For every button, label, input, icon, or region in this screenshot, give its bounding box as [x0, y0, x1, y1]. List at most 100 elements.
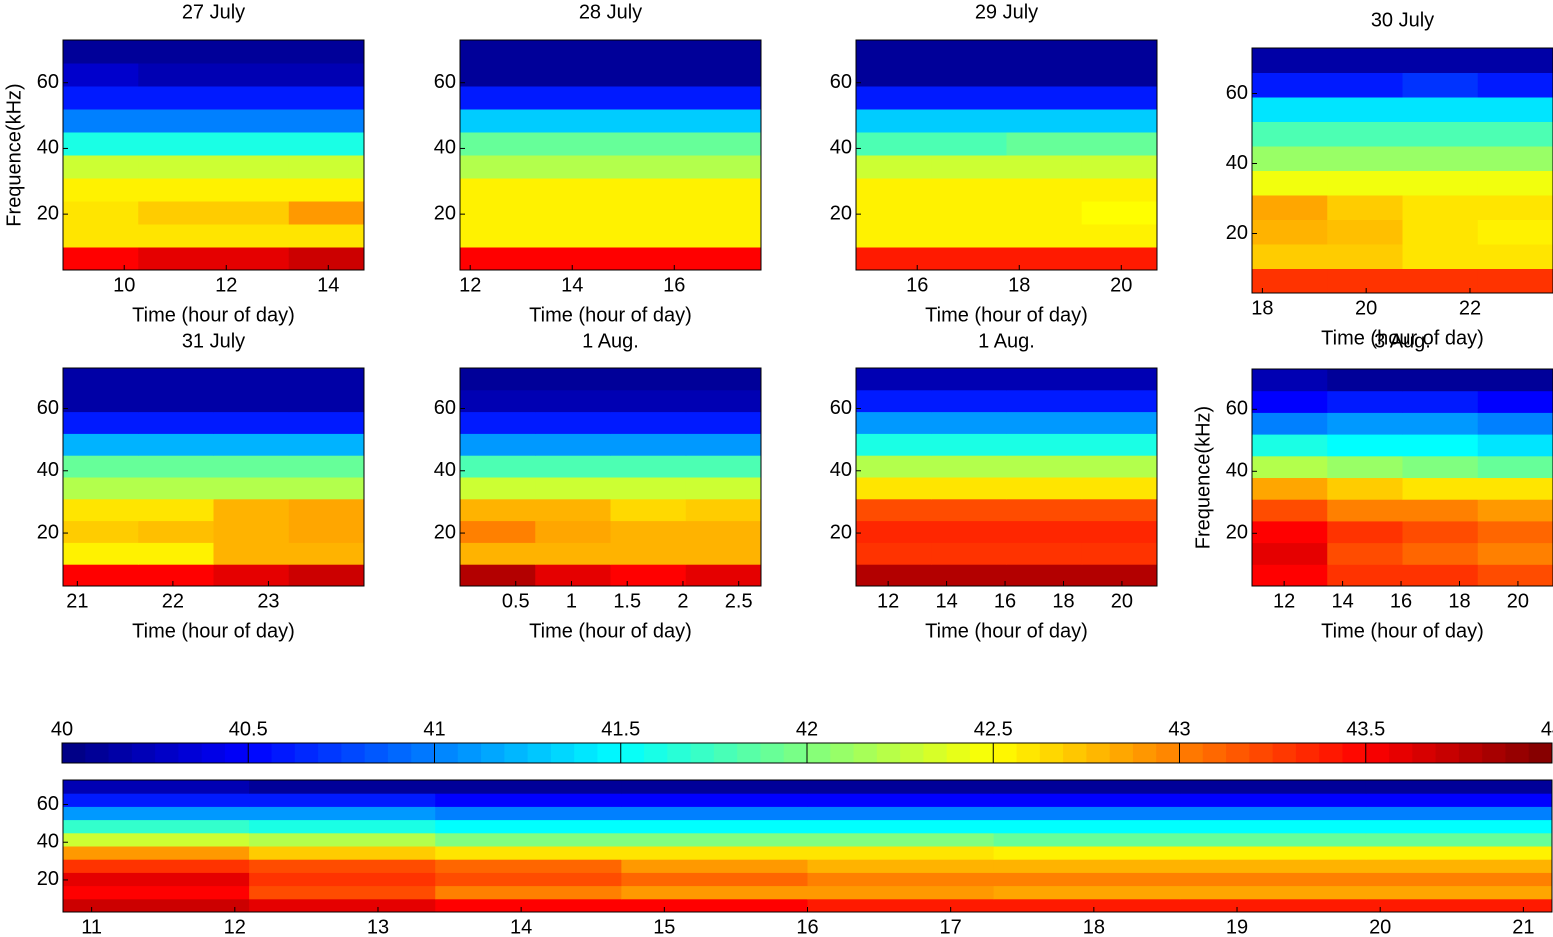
plot-frame	[855, 367, 1158, 587]
heat-cell	[931, 132, 1007, 156]
y-tick-label: 60	[37, 397, 59, 419]
heat-cell	[1081, 201, 1158, 225]
heat-cell	[685, 455, 762, 478]
heat-cell	[1179, 806, 1367, 821]
heat-cell	[856, 201, 932, 225]
heat-cell	[1477, 121, 1553, 147]
panel-title: 28 July	[579, 1, 642, 23]
heat-cell	[1402, 477, 1479, 500]
heat-cell	[1402, 121, 1479, 147]
heat-cell	[460, 498, 536, 522]
colorbar-tick-label: 42.5	[974, 718, 1013, 740]
heat-cell	[435, 846, 622, 860]
x-tick-label: 22	[162, 590, 184, 612]
y-tick-label: 40	[37, 137, 59, 159]
colorbar-step	[1389, 743, 1413, 763]
colorbar-step	[108, 743, 133, 763]
heat-cell	[621, 819, 808, 834]
heat-cell	[1252, 455, 1328, 478]
x-tick-label: 21	[1512, 916, 1534, 937]
heat-cell	[1327, 455, 1403, 478]
heat-cell	[138, 86, 214, 110]
heat-cell	[1365, 793, 1553, 807]
heat-cell	[288, 224, 365, 248]
heat-cell	[1081, 178, 1158, 202]
colorbar-step	[387, 743, 412, 763]
heat-cell	[1327, 434, 1403, 457]
heat-cell	[1477, 434, 1553, 457]
heat-cell	[931, 224, 1007, 248]
heat-cell	[460, 433, 536, 456]
heat-cell	[288, 433, 365, 456]
heat-cell	[435, 872, 622, 887]
heat-cell	[138, 477, 214, 500]
x-tick-label: 14	[935, 590, 957, 612]
heat-cell	[931, 40, 1007, 64]
heat-cell	[610, 368, 687, 391]
plot-frame	[459, 367, 762, 587]
heat-cell	[610, 224, 687, 248]
x-tick-label: 18	[1448, 590, 1470, 612]
colorbar-step	[830, 743, 855, 763]
heat-cell	[288, 498, 365, 522]
heat-cell	[1006, 224, 1083, 248]
heat-cell	[213, 433, 290, 456]
heat-cell	[685, 201, 762, 225]
heat-cell	[1081, 433, 1158, 456]
heat-cell	[1477, 520, 1553, 544]
heat-cell	[685, 477, 762, 500]
colorbar-step	[550, 743, 575, 763]
heat-cell	[1006, 455, 1083, 478]
x-tick-label: 16	[994, 590, 1016, 612]
heat-cell	[1081, 63, 1158, 87]
colorbar-step	[1039, 743, 1064, 763]
heat-cell	[288, 247, 365, 271]
heat-cell	[1006, 247, 1083, 271]
colorbar-step	[1482, 743, 1506, 763]
heat-cell	[610, 178, 687, 202]
heat-cell	[288, 86, 365, 110]
heat-cell	[931, 368, 1007, 391]
heat-cell	[460, 109, 536, 133]
heat-cell	[931, 433, 1007, 456]
heat-cell	[1081, 542, 1158, 565]
colorbar-step	[574, 743, 598, 763]
heat-cell	[460, 247, 536, 271]
heat-cell	[807, 846, 995, 860]
heat-cell	[1006, 477, 1083, 500]
heat-cell	[1365, 819, 1553, 834]
heat-cell	[535, 520, 611, 543]
colorbar-step	[900, 743, 924, 763]
colorbar-tick-label: 43	[1168, 718, 1190, 740]
heat-cell	[63, 178, 139, 202]
heat-cell	[1081, 455, 1158, 478]
heat-cell	[931, 201, 1007, 225]
colorbar-step	[1458, 743, 1483, 763]
heat-cell	[138, 132, 214, 156]
heat-cell	[535, 564, 611, 587]
heat-cell	[213, 520, 290, 543]
heat-cell	[63, 885, 250, 900]
colorbar-step	[690, 743, 715, 763]
colorbar-step	[155, 743, 179, 763]
heat-cell	[535, 178, 611, 202]
y-tick-label: 40	[830, 137, 852, 159]
colorbar-step	[224, 743, 249, 763]
heat-cell	[1081, 564, 1158, 587]
heat-cell	[1477, 477, 1553, 500]
heat-cell	[807, 819, 995, 834]
colorbar-step	[807, 743, 831, 763]
y-tick-label: 60	[37, 793, 59, 815]
heat-cell	[288, 542, 365, 565]
heat-cell	[213, 109, 290, 133]
heat-cell	[1477, 146, 1553, 171]
heat-cell	[685, 368, 762, 391]
heat-cell	[249, 846, 436, 860]
x-tick-label: 20	[1355, 297, 1377, 319]
heat-cell	[1179, 832, 1367, 847]
heat-cell	[685, 63, 762, 87]
x-tick-label: 18	[1083, 916, 1105, 937]
colorbar-step	[481, 743, 505, 763]
heat-cell	[1252, 520, 1328, 544]
heat-cell	[1327, 121, 1403, 147]
